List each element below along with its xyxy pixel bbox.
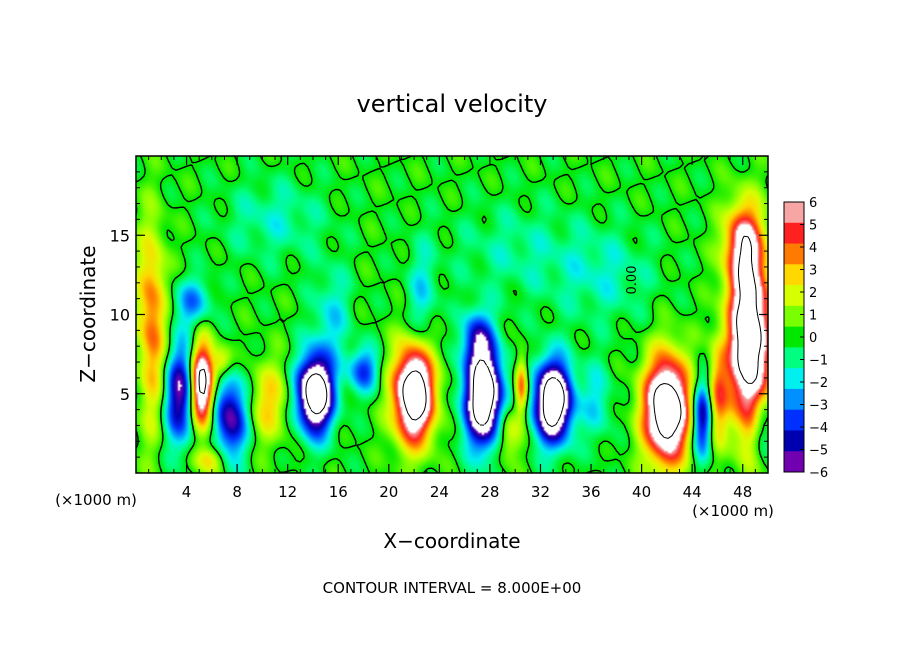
colorbar-tick-label: 2 <box>809 286 817 301</box>
colorbar-tick-label: 6 <box>809 196 817 211</box>
x-axis: 4 8 12 16 20 24 28 32 36 40 44 48 <box>148 156 756 501</box>
colorbar: 6 5 4 3 2 1 0 −1 −2 −3 −4 −5 −6 <box>783 196 828 481</box>
colorbar-tick-label: 4 <box>809 241 817 256</box>
y-tick-label: 5 <box>120 385 130 404</box>
colorbar-swatch <box>784 347 804 369</box>
contour-interval-footer: CONTOUR INTERVAL = 8.000E+00 <box>323 579 582 597</box>
x-tick-label: 16 <box>329 483 348 501</box>
x-axis-label: X−coordinate <box>383 529 520 553</box>
x-tick-label: 12 <box>278 483 297 501</box>
colorbar-tick-label: −2 <box>809 376 828 391</box>
x-tick-label: 40 <box>632 483 651 501</box>
contour-label: 0.00 <box>625 266 640 295</box>
colorbar-tick-label: 5 <box>809 219 817 234</box>
colorbar-swatch <box>784 222 804 245</box>
colorbar-swatch <box>784 326 804 348</box>
colorbar-swatch <box>784 451 804 473</box>
x-tick-label: 36 <box>581 483 600 501</box>
colorbar-tick-label: −3 <box>809 399 828 414</box>
y-axis-label: Z−coordinate <box>76 245 100 382</box>
colorbar-tick-label: 0 <box>809 331 817 346</box>
colorbar-swatch <box>784 409 804 431</box>
colorbar-swatch <box>784 368 804 390</box>
colorbar-swatch <box>784 430 804 452</box>
colorbar-swatch <box>784 305 804 328</box>
x-tick-label: 44 <box>683 483 702 501</box>
colorbar-swatch <box>784 202 804 224</box>
y-tick-label: 15 <box>110 226 130 245</box>
colorbar-tick-label: −1 <box>809 354 828 369</box>
colorbar-tick-label: −5 <box>809 444 828 459</box>
x-unit-left: (×1000 m) <box>55 491 137 509</box>
colorbar-swatch <box>784 264 804 286</box>
heatmap-field <box>136 156 768 473</box>
colorbar-swatch <box>784 388 804 411</box>
colorbar-tick-label: −4 <box>809 421 828 436</box>
x-tick-label: 32 <box>531 483 550 501</box>
contour-level-neg <box>305 359 565 428</box>
x-tick-label: 28 <box>480 483 499 501</box>
x-tick-label: 48 <box>733 483 752 501</box>
colorbar-swatch <box>784 243 804 265</box>
x-tick-label: 4 <box>182 483 192 501</box>
x-tick-label: 20 <box>379 483 398 501</box>
chart-title: vertical velocity <box>357 90 548 118</box>
x-tick-label: 24 <box>430 483 449 501</box>
contour-level-pos <box>198 235 762 439</box>
x-tick-label: 8 <box>232 483 242 501</box>
colorbar-tick-label: 3 <box>809 264 817 279</box>
plot-area <box>136 156 768 473</box>
colorbar-tick-label: −6 <box>809 466 828 481</box>
colorbar-swatch <box>784 285 804 307</box>
colorbar-tick-label: 1 <box>809 309 817 324</box>
y-axis: 5 10 15 <box>110 171 768 458</box>
y-tick-label: 10 <box>110 306 130 325</box>
x-unit-right: (×1000 m) <box>692 502 774 520</box>
